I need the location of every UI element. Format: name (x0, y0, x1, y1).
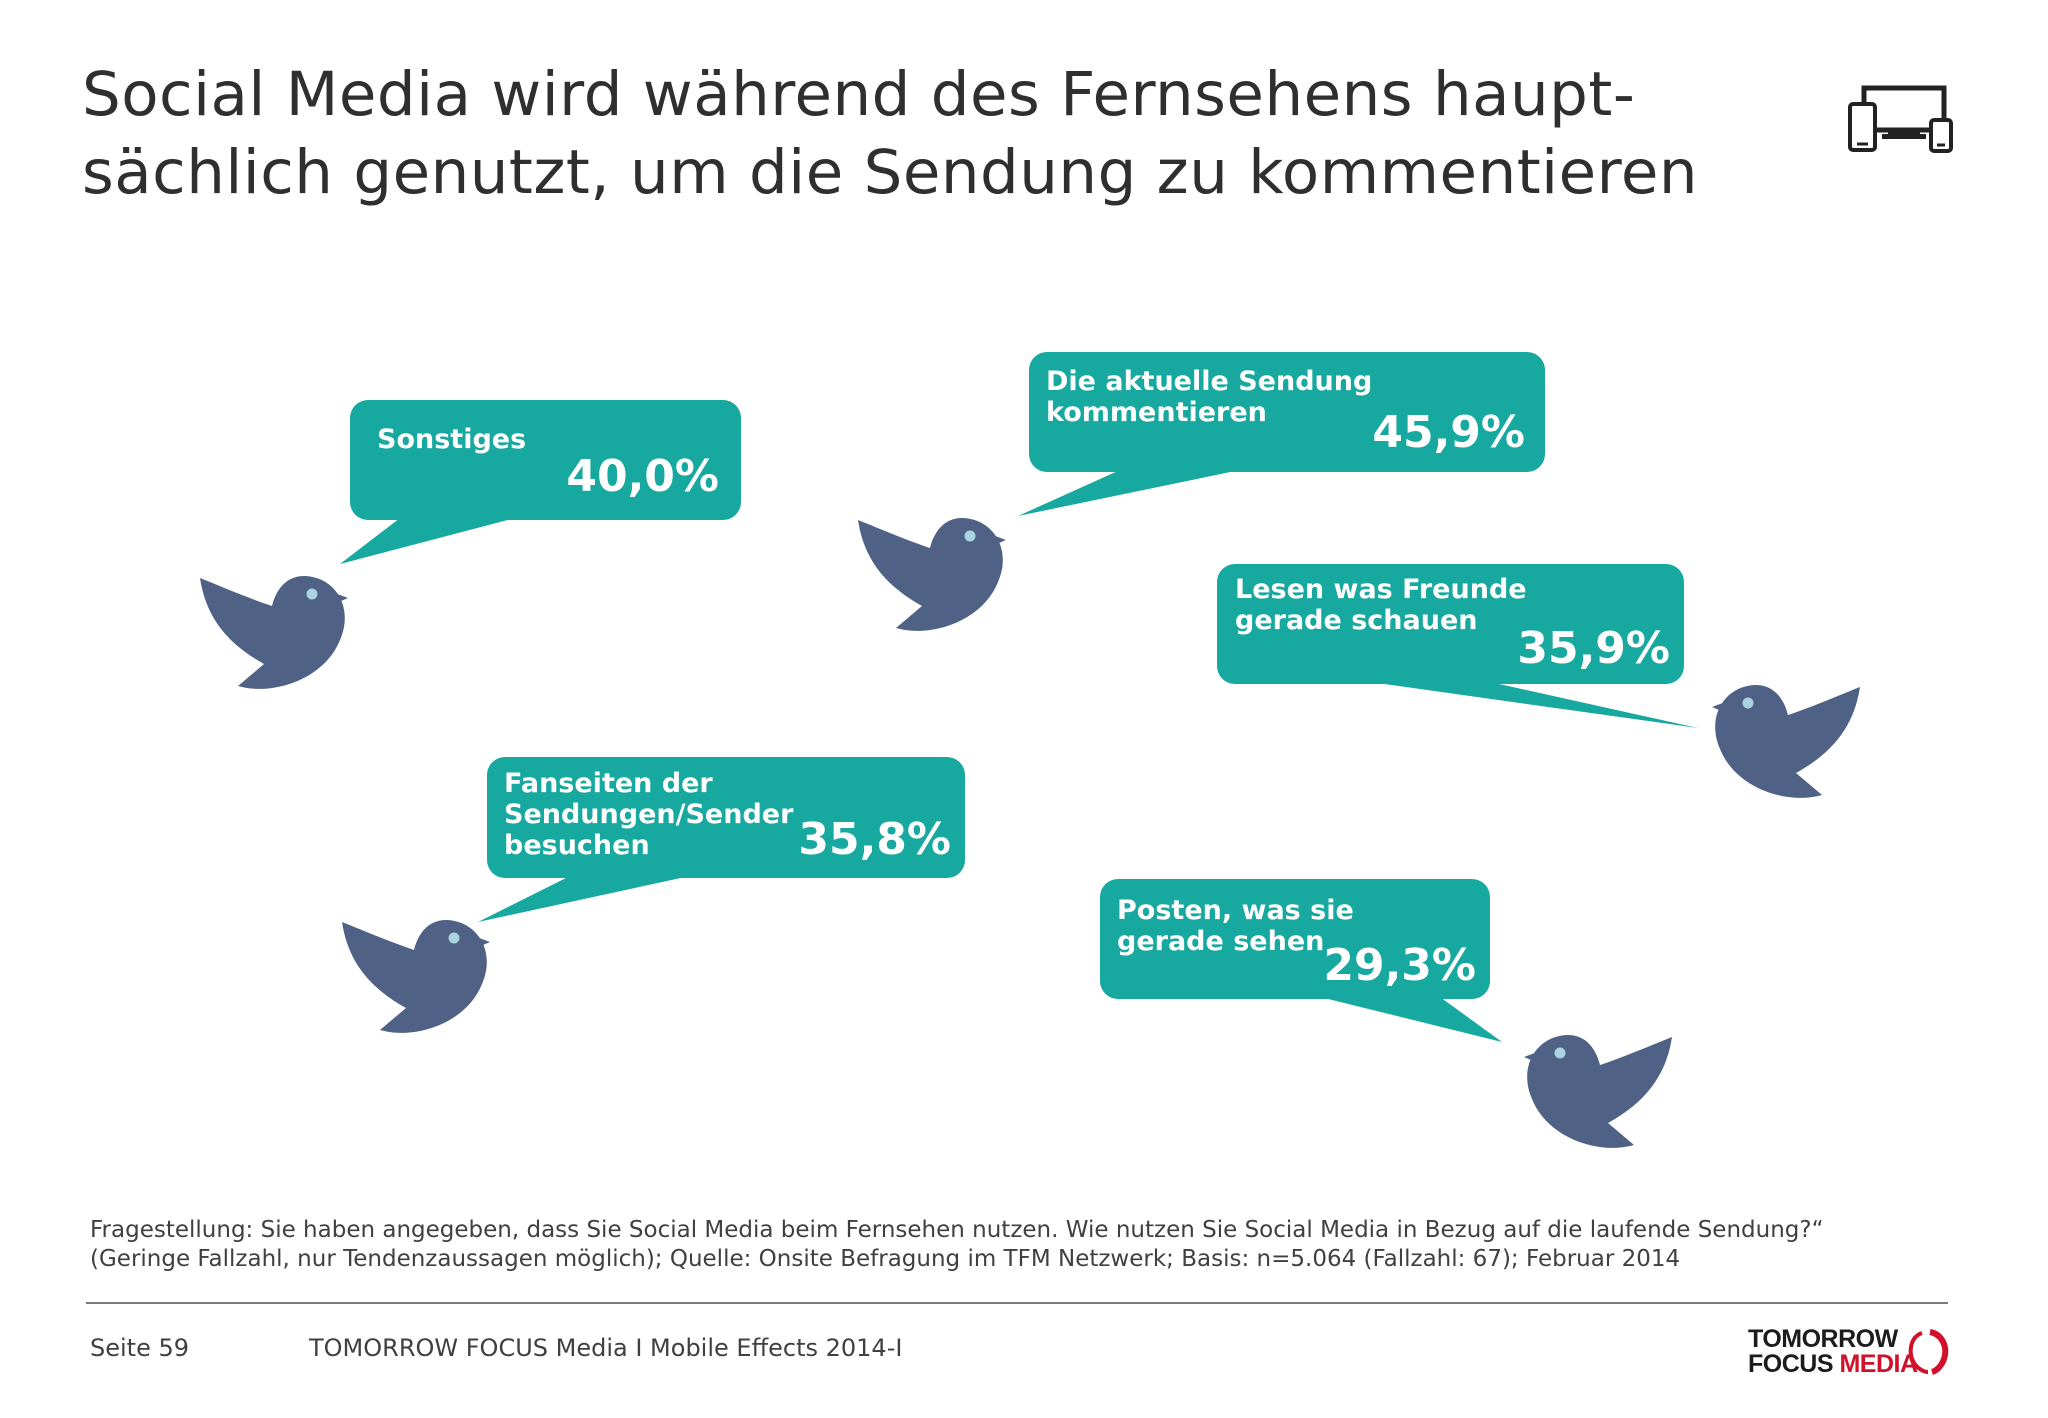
bubble-label-line: Fanseiten der (504, 768, 713, 799)
bubble-sonstiges: Sonstiges 40,0% (350, 400, 741, 520)
bubble-posten: Posten, was sie gerade sehen 29,3% (1100, 879, 1490, 999)
page-title: Social Media wird während des Fernsehens… (82, 56, 1698, 212)
logo-word-media: MEDIA (1839, 1350, 1918, 1378)
bubble-tail (478, 876, 690, 922)
title-line-2: sächlich genutzt, um die Sendung zu komm… (82, 137, 1699, 208)
bubble-value: 40,0% (566, 451, 719, 502)
title-line-1: Social Media wird während des Fernsehens… (82, 59, 1636, 130)
bubble-label: Lesen was Freunde gerade schauen (1235, 574, 1527, 636)
bubble-tail (1320, 997, 1502, 1042)
devices-icon (1848, 85, 1953, 153)
bubble-label: Die aktuelle Sendung kommentieren (1046, 366, 1372, 428)
bubble-label-line: Sonstiges (377, 424, 527, 455)
bubble-label-line: Posten, was sie (1117, 895, 1354, 926)
bubble-value: 29,3% (1323, 940, 1476, 991)
bubble-label-line: Lesen was Freunde (1235, 574, 1527, 605)
bubble-label-line: gerade schauen (1235, 605, 1478, 636)
bubble-lesen-freunde: Lesen was Freunde gerade schauen 35,9% (1217, 564, 1684, 684)
logo-word-focus: FOCUS (1748, 1350, 1840, 1378)
footer-divider (86, 1302, 1948, 1304)
bubble-sendung-kommentieren: Die aktuelle Sendung kommentieren 45,9% (1029, 352, 1545, 472)
bird-icon (858, 517, 1006, 631)
ring-icon (1908, 1329, 1949, 1375)
footer-source: TOMORROW FOCUS Media I Mobile Effects 20… (309, 1334, 903, 1362)
bubble-label-line: kommentieren (1046, 397, 1267, 428)
bird-icon (342, 919, 490, 1033)
logo-line-2: FOCUS MEDIA (1748, 1352, 1918, 1377)
bubble-label-line: Die aktuelle Sendung (1046, 366, 1373, 397)
bubble-label-line: gerade sehen (1117, 926, 1325, 957)
bird-icon (200, 575, 348, 689)
bubble-value: 35,8% (798, 814, 951, 865)
footnote-source: (Geringe Fallzahl, nur Tendenzaussagen m… (90, 1246, 1681, 1272)
bubble-label-line: besuchen (504, 830, 650, 861)
bubble-tail (1018, 470, 1240, 516)
bubble-value: 45,9% (1372, 407, 1525, 458)
bubble-tail (340, 518, 515, 564)
bubble-label-line: Sendungen/Sender (504, 799, 794, 830)
footnote-question: Fragestellung: Sie haben angegeben, dass… (90, 1217, 1824, 1243)
company-logo: TOMORROW FOCUS MEDIA (1748, 1325, 1949, 1377)
logo-line-1: TOMORROW (1748, 1325, 1898, 1353)
bubble-label: Sonstiges (377, 424, 526, 455)
bubble-label: Fanseiten der Sendungen/Sender besuchen (504, 768, 793, 861)
footnote: Fragestellung: Sie haben angegeben, dass… (90, 1216, 1970, 1274)
bubble-tail (1370, 682, 1698, 728)
bubble-fanseiten: Fanseiten der Sendungen/Sender besuchen … (487, 757, 965, 878)
bird-icon (1524, 1034, 1672, 1148)
page-number: Seite 59 (90, 1334, 190, 1362)
bubble-label: Posten, was sie gerade sehen (1117, 895, 1354, 957)
bird-icon (1712, 684, 1860, 798)
bubble-value: 35,9% (1517, 623, 1670, 674)
